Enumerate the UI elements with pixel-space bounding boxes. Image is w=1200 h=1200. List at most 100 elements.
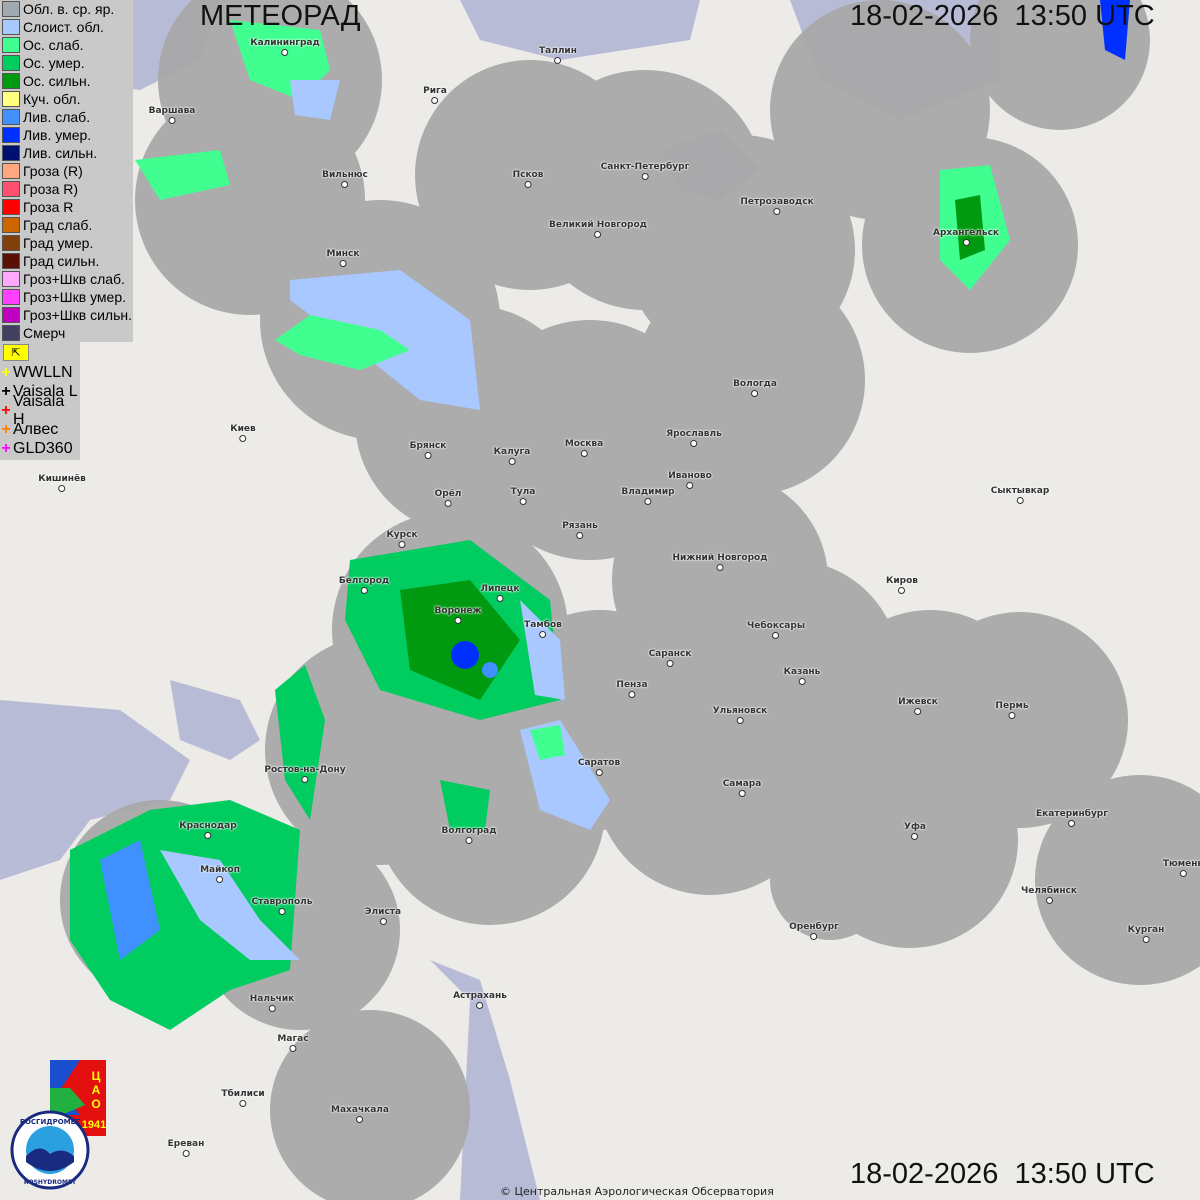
legend-swatch bbox=[2, 181, 20, 197]
lightning-label: WWLLN bbox=[13, 363, 73, 381]
city-label: Тамбов bbox=[524, 620, 562, 638]
lightning-source[interactable]: + Алвес bbox=[0, 420, 80, 439]
city-label: Екатеринбург bbox=[1036, 809, 1108, 827]
precipitation-legend: Обл. в. ср. яр. Слоист. обл. Ос. слаб. Ос. … bbox=[0, 0, 133, 342]
legend-label: Ос. сильн. bbox=[23, 73, 91, 89]
legend-item: Ос. сильн. bbox=[0, 72, 133, 90]
legend-item: Ос. слаб. bbox=[0, 36, 133, 54]
legend-swatch bbox=[2, 91, 20, 107]
legend-swatch bbox=[2, 289, 20, 305]
legend-swatch bbox=[2, 145, 20, 161]
cross-icon: + bbox=[1, 420, 11, 438]
city-label: Вильнюс bbox=[322, 170, 368, 188]
svg-text:РОСГИДРОМЕТ: РОСГИДРОМЕТ bbox=[20, 1118, 81, 1126]
lightning-source[interactable]: + Vaisala L bbox=[0, 382, 80, 401]
legend-item: Слоист. обл. bbox=[0, 18, 133, 36]
city-label: Белгород bbox=[339, 576, 389, 594]
city-label: Саратов bbox=[578, 758, 620, 776]
city-label: Пенза bbox=[616, 680, 647, 698]
city-label: Казань bbox=[784, 667, 821, 685]
legend-label: Град умер. bbox=[23, 235, 94, 251]
city-label: Липецк bbox=[481, 584, 520, 602]
city-label: Махачкала bbox=[331, 1105, 389, 1123]
city-label: Таллин bbox=[539, 46, 577, 64]
city-label: Москва bbox=[565, 439, 603, 457]
legend-swatch bbox=[2, 325, 20, 341]
timestamp-bottom: 18-02-2026 13:50 UTC bbox=[850, 1158, 1155, 1190]
legend-swatch bbox=[2, 37, 20, 53]
legend-label: Град слаб. bbox=[23, 217, 93, 233]
lightning-label: Vaisala H bbox=[12, 392, 65, 428]
city-label: Владимир bbox=[621, 487, 674, 505]
svg-text:ROSHYDROMET: ROSHYDROMET bbox=[24, 1179, 77, 1186]
lightning-source[interactable]: + WWLLN bbox=[0, 363, 80, 382]
city-label: Киров bbox=[886, 576, 918, 594]
legend-swatch bbox=[2, 55, 20, 71]
legend-swatch bbox=[2, 1, 20, 17]
city-label: Нальчик bbox=[250, 994, 294, 1012]
city-label: Чебоксары bbox=[747, 621, 805, 639]
precipitation bbox=[70, 0, 1130, 1030]
app-title: МЕТЕОРАД bbox=[200, 0, 361, 32]
legend-swatch bbox=[2, 73, 20, 89]
legend-swatch bbox=[2, 235, 20, 251]
svg-text:Ц: Ц bbox=[92, 1069, 101, 1083]
city-label: Рязань bbox=[562, 521, 598, 539]
legend-item: Лив. слаб. bbox=[0, 108, 133, 126]
legend-label: Гроза R) bbox=[23, 181, 79, 197]
legend-item: Гроза (R) bbox=[0, 162, 133, 180]
svg-text:О: О bbox=[91, 1097, 100, 1111]
city-label: Калининград bbox=[250, 38, 320, 56]
legend-label: Лив. слаб. bbox=[23, 109, 91, 125]
toggle-flag-icon[interactable]: ⇱ bbox=[3, 344, 29, 361]
legend-label: Град сильн. bbox=[23, 253, 100, 269]
legend-swatch bbox=[2, 199, 20, 215]
lightning-source[interactable]: + GLD360 bbox=[0, 439, 80, 458]
legend-item: Гроза R bbox=[0, 198, 133, 216]
legend-label: Гроза R bbox=[23, 199, 74, 215]
legend-swatch bbox=[2, 253, 20, 269]
legend-item: Град сильн. bbox=[0, 252, 133, 270]
city-label: Калуга bbox=[494, 447, 531, 465]
city-label: Минск bbox=[327, 249, 360, 267]
city-label: Астрахань bbox=[453, 991, 507, 1009]
city-label: Оренбург bbox=[789, 922, 839, 940]
city-label: Курган bbox=[1128, 925, 1165, 943]
legend-swatch bbox=[2, 217, 20, 233]
legend-label: Смерч bbox=[23, 325, 66, 341]
city-label: Псков bbox=[513, 170, 544, 188]
city-label: Нижний Новгород bbox=[673, 553, 768, 571]
svg-text:А: А bbox=[92, 1083, 101, 1097]
city-label: Уфа bbox=[904, 822, 926, 840]
city-label: Саранск bbox=[649, 649, 692, 667]
lightning-legend: ⇱ + WWLLN + Vaisala L + Vaisala H + Алвес + GLD36… bbox=[0, 342, 80, 460]
city-label: Ростов-на-Дону bbox=[264, 765, 345, 783]
legend-item: Лив. сильн. bbox=[0, 144, 133, 162]
legend-label: Лив. сильн. bbox=[23, 145, 98, 161]
city-label: Ульяновск bbox=[713, 706, 768, 724]
legend-label: Ос. слаб. bbox=[23, 37, 84, 53]
legend-item: Град слаб. bbox=[0, 216, 133, 234]
legend-item: Гроза R) bbox=[0, 180, 133, 198]
legend-item: Смерч bbox=[0, 324, 133, 342]
legend-label: Слоист. обл. bbox=[23, 19, 104, 35]
lightning-source[interactable]: + Vaisala H bbox=[0, 393, 80, 428]
cross-icon: + bbox=[1, 401, 11, 419]
legend-item: Лив. умер. bbox=[0, 126, 133, 144]
city-label: Варшава bbox=[149, 106, 196, 124]
city-label: Ижевск bbox=[898, 697, 938, 715]
legend-item: Гроз+Шкв слаб. bbox=[0, 270, 133, 288]
lightning-label: Алвес bbox=[13, 420, 59, 438]
city-label: Челябинск bbox=[1021, 886, 1077, 904]
city-label: Киев bbox=[230, 424, 255, 442]
legend-label: Лив. умер. bbox=[23, 127, 92, 143]
city-label: Брянск bbox=[410, 441, 447, 459]
city-label: Курск bbox=[386, 530, 417, 548]
city-label: Тюмень bbox=[1163, 859, 1200, 877]
city-label: Магас bbox=[277, 1034, 308, 1052]
legend-item: Гроз+Шкв умер. bbox=[0, 288, 133, 306]
city-label: Воронеж bbox=[435, 606, 482, 624]
legend-item: Град умер. bbox=[0, 234, 133, 252]
legend-swatch bbox=[2, 163, 20, 179]
